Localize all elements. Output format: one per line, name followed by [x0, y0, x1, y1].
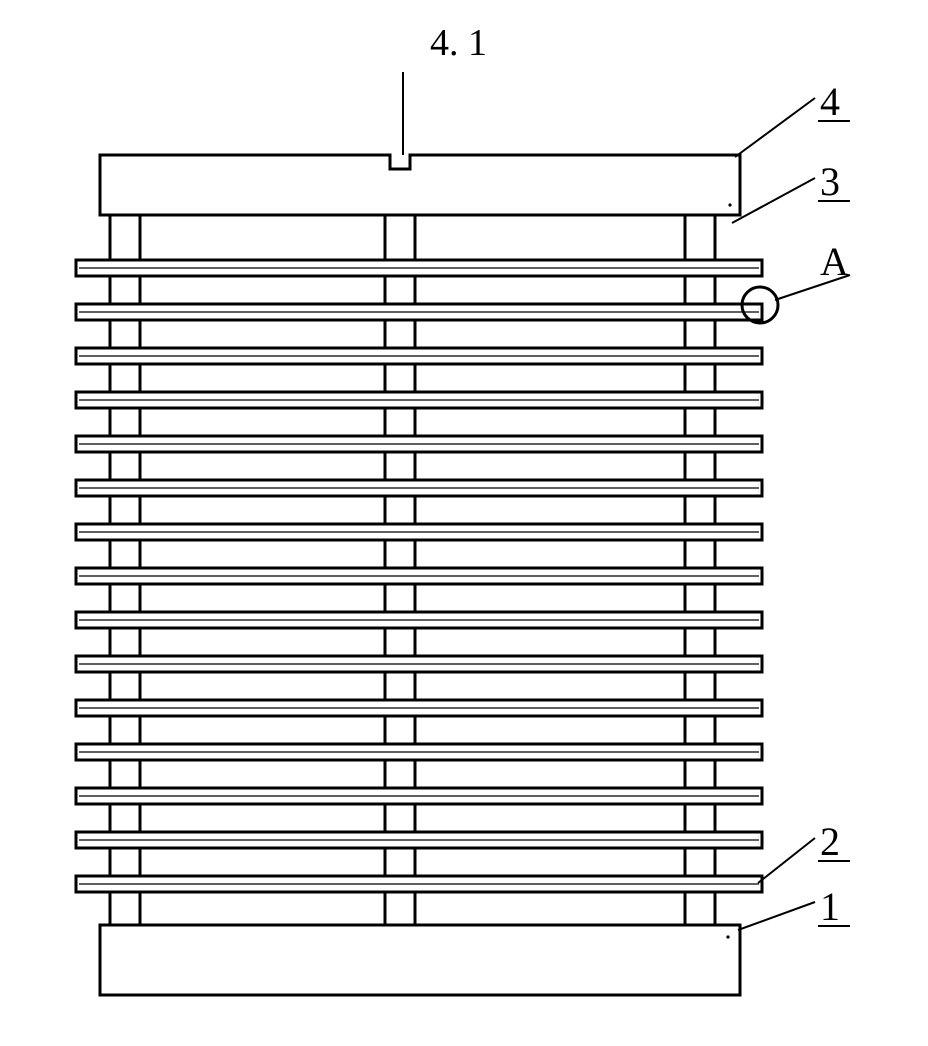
leader-slat [758, 838, 815, 883]
slats [76, 260, 762, 892]
label-top: 4 [820, 79, 840, 124]
corner-dot [728, 203, 731, 206]
base-plate [100, 925, 740, 995]
leader-base [738, 902, 815, 930]
top-plate [100, 155, 740, 215]
leader-top [735, 98, 815, 157]
label-support: 3 [820, 159, 840, 204]
label-notch: 4. 1 [430, 22, 487, 64]
corner-dot [726, 935, 729, 938]
label-detailA: A [820, 239, 849, 284]
leader-support [732, 178, 815, 223]
label-base: 1 [820, 884, 840, 929]
label-slat: 2 [820, 819, 840, 864]
